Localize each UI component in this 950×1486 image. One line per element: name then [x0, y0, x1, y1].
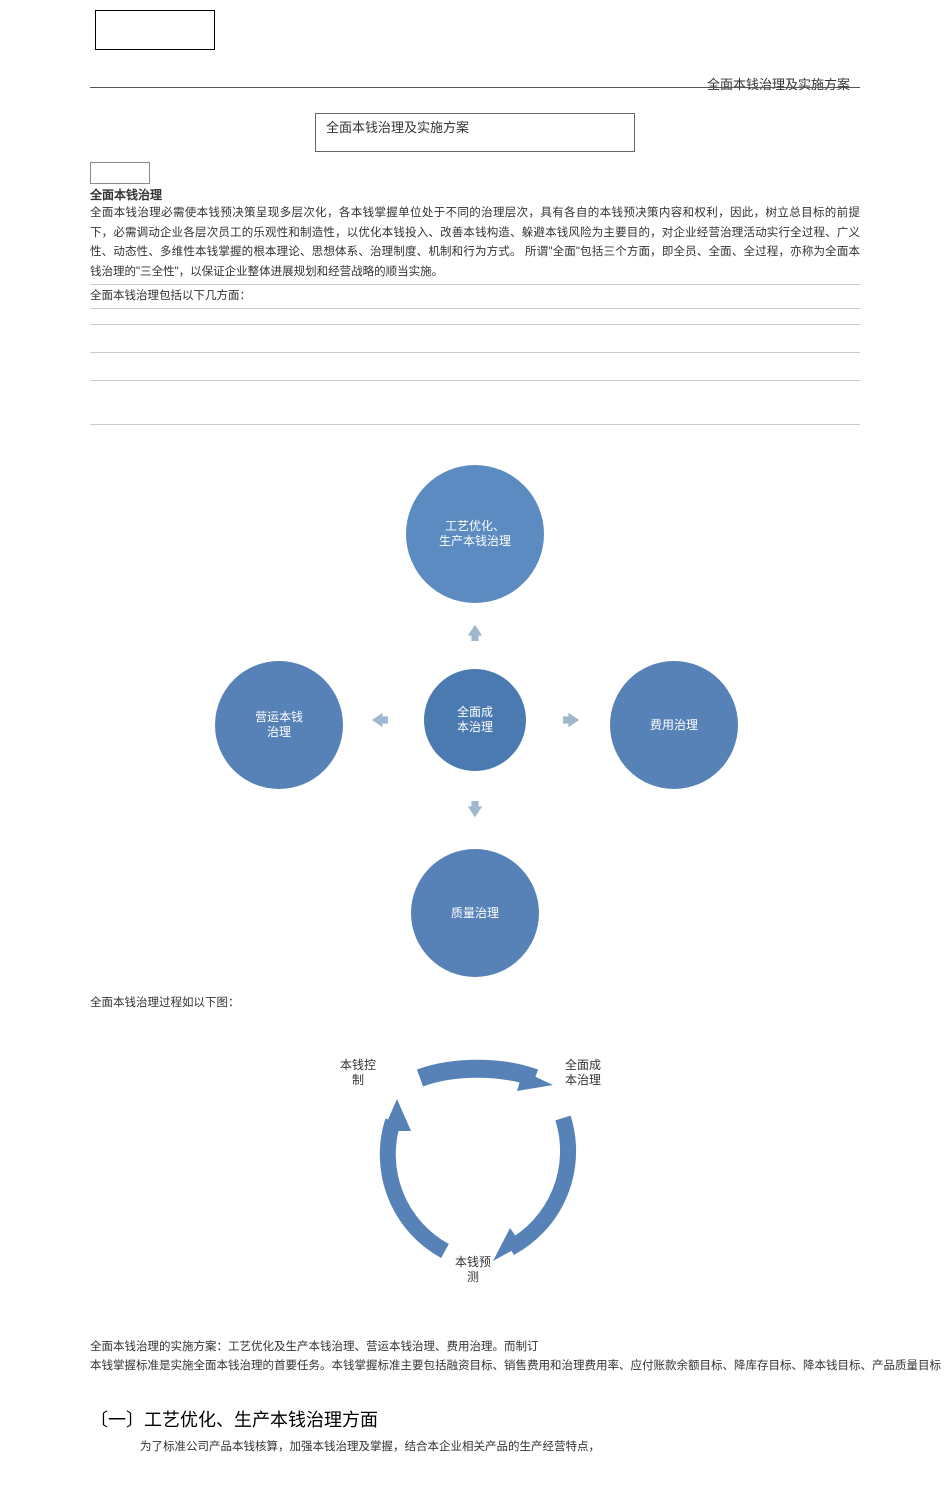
blank-line: [90, 381, 860, 425]
header-rule: [90, 87, 860, 88]
implementation-line2: 本钱掌握标准是实施全面本钱治理的首要任务。本钱掌握标准主要包括融资目标、销售费用…: [90, 1357, 950, 1377]
blank-line: [90, 337, 860, 353]
cycle-label-topleft: 本钱控 制: [340, 1058, 376, 1089]
cycle-label-bottom: 本钱预 测: [455, 1255, 491, 1286]
intro-subline: 全面本钱治理包括以下几方面：: [90, 285, 860, 309]
document-title-box: 全面本钱治理及实施方案: [315, 113, 635, 153]
left-node: 营运本钱 治理: [215, 661, 343, 789]
blank-line: [90, 309, 860, 325]
intro-paragraph: 全面本钱治理必需使本钱预决策呈现多层次化，各本钱掌握单位处于不同的治理层次，具有…: [90, 204, 860, 285]
arrow-down-icon: [466, 801, 484, 819]
arrow-right-icon: [563, 711, 581, 729]
process-intro: 全面本钱治理过程如以下图：: [90, 995, 860, 1012]
small-empty-box: [90, 162, 150, 184]
top-node: 工艺优化、 生产本钱治理: [406, 465, 544, 603]
section-1-title: 〔一〕工艺优化、生产本钱治理方面: [90, 1407, 950, 1434]
page: 全面本钱治理及实施方案 全面本钱治理及实施方案 全面本钱治理 全面本钱治理必需使…: [0, 10, 950, 1456]
section-1-sub: 为了标准公司产品本钱核算，加强本钱治理及掌握，结合本企业相关产品的生产经营特点，: [140, 1439, 860, 1456]
blank-gap: [90, 353, 860, 365]
process-cycle-diagram: 本钱控 制 全面成 本治理 本钱预 测: [265, 1023, 685, 1318]
implementation-line1: 全面本钱治理的实施方案：工艺优化及生产本钱治理、营运本钱治理、费用治理。而制订: [90, 1338, 950, 1358]
header-empty-box: [95, 10, 215, 50]
cycle-label-topright: 全面成 本治理: [565, 1058, 601, 1089]
right-node: 费用治理: [610, 661, 738, 789]
blank-line: [90, 365, 860, 381]
bottom-node: 质量治理: [411, 849, 539, 977]
center-node: 全面成 本治理: [424, 669, 526, 771]
intro-heading: 全面本钱治理: [90, 184, 950, 204]
header-title: 全面本钱治理及实施方案: [0, 75, 950, 95]
aspects-diagram: 全面成 本治理 工艺优化、 生产本钱治理 费用治理 质量治理 营运本钱 治理: [175, 455, 775, 985]
blank-gap: [90, 325, 860, 337]
arrow-left-icon: [370, 711, 388, 729]
arrow-up-icon: [466, 623, 484, 641]
